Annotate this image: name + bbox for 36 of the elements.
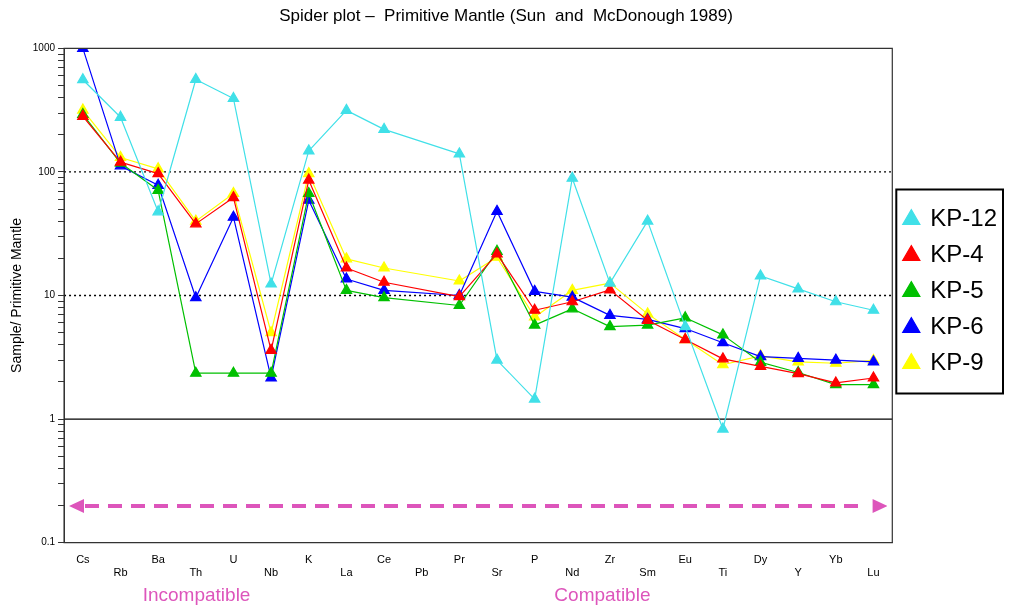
legend-label: KP-4: [930, 240, 984, 268]
x-tick-label: Pb: [414, 566, 429, 579]
x-tick-label: Sr: [491, 566, 503, 579]
text: Compatible: [554, 584, 651, 605]
y-tick-label: 100: [38, 165, 56, 177]
x-tick-label: Ba: [151, 553, 166, 566]
y-tick-label: 1: [49, 412, 56, 424]
x-tick-label: Sm: [639, 566, 656, 579]
legend-label: KP-6: [930, 312, 984, 340]
x-tick-label: U: [229, 553, 238, 566]
x-tick-label: Cs: [76, 553, 91, 566]
x-tick-label: Rb: [113, 566, 128, 579]
x-tick-label: Ti: [718, 566, 728, 579]
x-tick-label: La: [340, 566, 354, 579]
legend-label: KP-9: [930, 348, 984, 376]
x-tick-label: Dy: [753, 553, 768, 566]
y-tick-label: 10: [43, 289, 56, 301]
legend-label: KP-5: [930, 276, 984, 304]
legend-label: KP-12: [930, 204, 997, 232]
x-tick-label: Zr: [604, 553, 616, 566]
x-tick-label: Nb: [264, 566, 279, 579]
chart-title: Spider plot – Primitive Mantle (Sun and McDonough 1989): [279, 5, 733, 25]
x-tick-label: Eu: [678, 553, 692, 566]
x-tick-label: K: [305, 553, 314, 566]
x-tick-label: P: [530, 553, 539, 566]
x-tick-label: Th: [189, 566, 203, 579]
x-tick-label: Ce: [377, 553, 392, 566]
x-tick-label: Pr: [453, 553, 466, 566]
x-tick-label: Nd: [565, 566, 580, 579]
x-tick-label: Lu: [867, 566, 880, 579]
y-tick-label: 1000: [32, 42, 56, 54]
y-axis-title: Sample/ Primitive Mantle: [8, 217, 25, 373]
text: Incompatible: [142, 584, 251, 605]
x-tick-label: Yb: [829, 553, 843, 566]
y-tick-label: 0.1: [41, 536, 56, 548]
x-tick-label: Y: [794, 566, 803, 579]
